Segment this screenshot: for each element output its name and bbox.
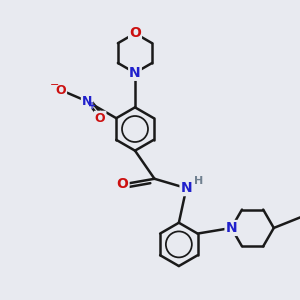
Text: N: N: [129, 66, 141, 80]
Text: O: O: [129, 26, 141, 40]
Text: +: +: [88, 101, 97, 111]
Text: N: N: [226, 221, 237, 235]
Text: H: H: [194, 176, 204, 186]
Text: O: O: [95, 112, 106, 125]
Text: N: N: [181, 181, 192, 195]
Text: N: N: [82, 95, 92, 108]
Text: −: −: [50, 80, 59, 90]
Text: O: O: [56, 83, 66, 97]
Text: O: O: [117, 177, 128, 191]
